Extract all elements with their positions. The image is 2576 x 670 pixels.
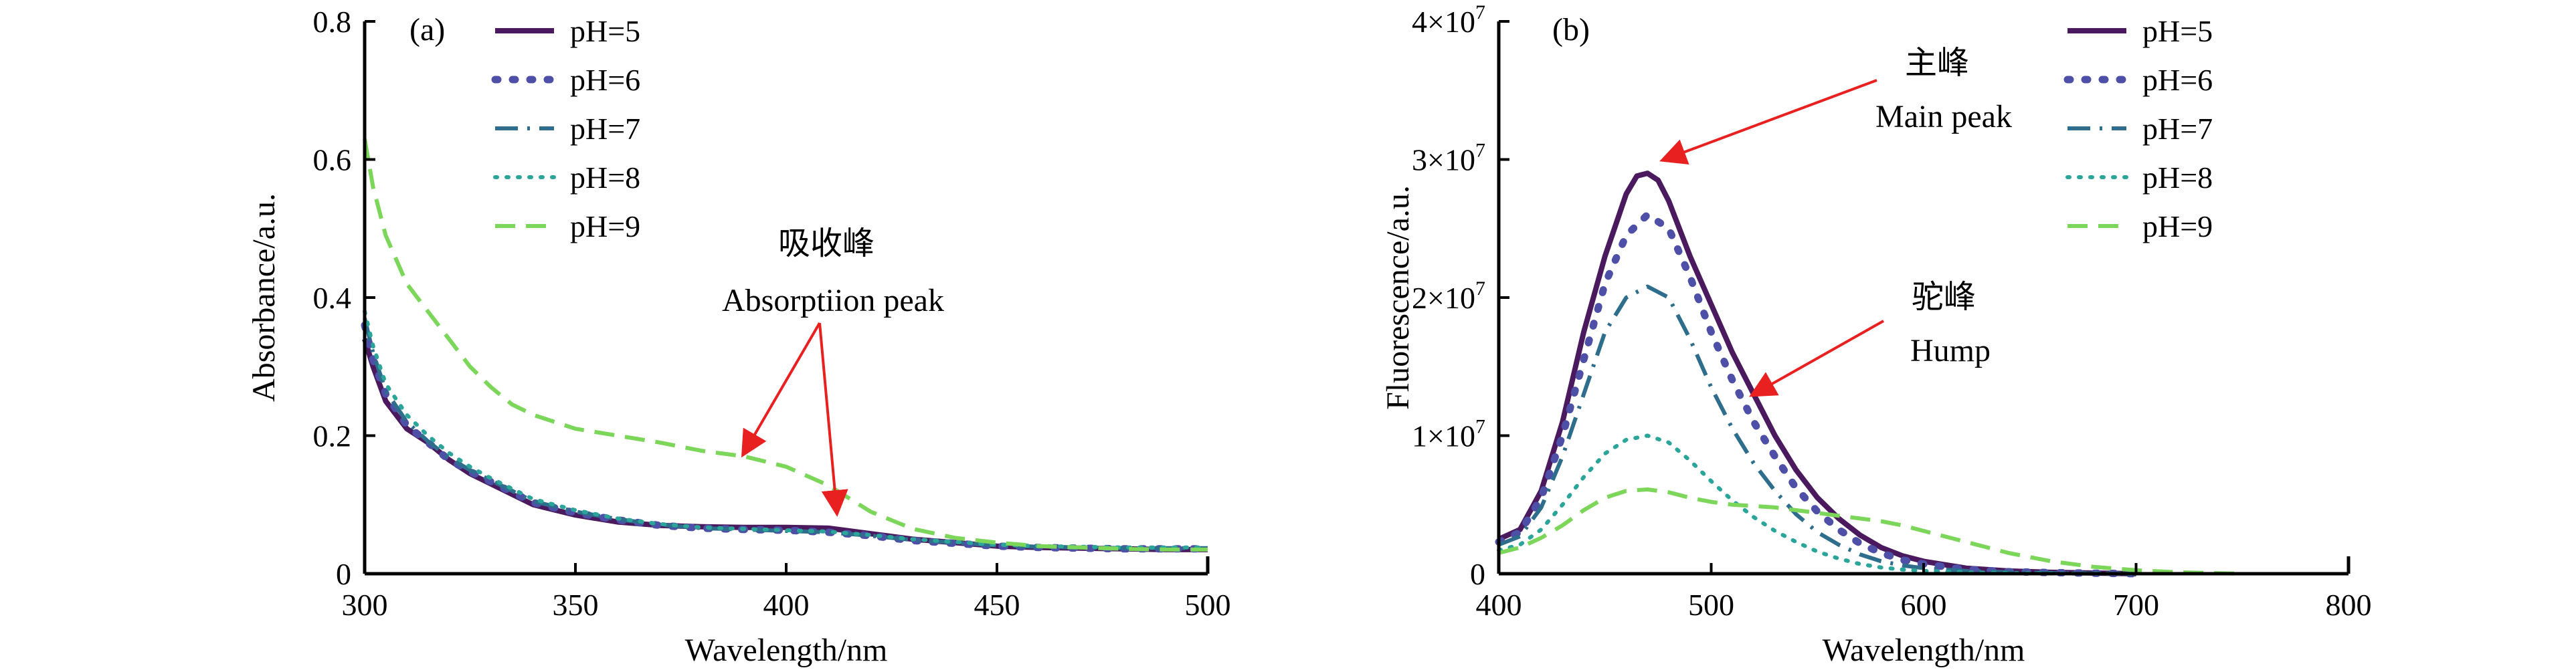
y-tick-label: 2×107 [1412,277,1485,315]
legend-label: pH=5 [570,14,640,48]
panel-b-series-line-pH5 [1497,171,2136,576]
legend-label: pH=9 [2142,209,2213,243]
panel-b-annotations: 主峰 Main peak 驼峰 Hump [1659,45,2012,397]
panel-a-series-line-pH8 [363,309,1210,550]
x-tick-label: 700 [2113,588,2159,622]
annotation-label-en: Absorptiion peak [722,283,944,318]
legend-label: pH=6 [2142,63,2213,97]
annotation-label-en: Main peak [1875,99,2012,134]
y-tick-label: 4×107 [1412,1,1485,39]
annotation-arrow [741,322,821,458]
y-tick-label: 0.8 [313,5,352,39]
x-tick-label: 500 [1185,588,1231,622]
panel-a-series-line-pH7 [363,318,1208,550]
panel-a-series-line-pH5 [362,338,1208,552]
y-tick-label: 0 [1470,557,1485,591]
legend-label: pH=6 [570,63,640,97]
y-tick-label: 0 [336,557,351,591]
y-tick-label: 0.4 [313,281,352,315]
panel-b: 400 500 600 700 800 0 1×107 2×107 3×107 4×107 (b)… [1380,1,2372,668]
x-tick-label: 400 [1476,588,1522,622]
y-tick-label: 3×107 [1412,140,1485,177]
annotation-arrow [818,322,848,518]
x-tick-label: 400 [763,588,810,622]
legend-label: pH=9 [570,209,640,243]
annotation-arrow [1749,320,1884,397]
legend-label: pH=5 [2142,14,2213,48]
panel-b-series-line-pH6 [1495,211,2140,578]
x-tick-label: 350 [553,588,599,622]
legend-label: pH=8 [570,160,640,195]
x-tick-label: 300 [342,588,388,622]
x-tick-label: 500 [1688,588,1734,622]
legend-label: pH=7 [570,112,640,146]
panel-a-ticks: 300 350 400 450 500 0 0.2 0.4 0.6 0.8 [313,5,1231,622]
panel-b-y-axis-title: Fluorescence/a.u. [1380,185,1416,410]
panel-a-series-line-pH6 [361,321,1212,553]
x-tick-label: 450 [974,588,1020,622]
y-tick-label: 0.6 [313,143,352,177]
panel-b-series-lines [1495,171,2243,578]
panel-b-label: (b) [1552,12,1590,47]
panel-a-legend: pH=5 pH=6 pH=7 pH=8 pH=9 [491,14,640,243]
panel-b-series-line-pH7 [1497,284,2136,576]
panel-b-x-axis-title: Wavelength/nm [1823,633,2025,668]
x-tick-label: 600 [1901,588,1947,622]
annotation-label-cn: 吸收峰 [778,226,875,261]
panel-a-x-axis-title: Wavelength/nm [685,633,888,668]
panel-a-series-line-pH9 [363,138,1208,552]
panel-a: 300 350 400 450 500 0 0.2 0.4 0.6 0.8 (a) Wavelen… [246,5,1231,668]
annotation-label-en: Hump [1910,333,1991,368]
x-tick-label: 800 [2326,588,2372,622]
panel-a-y-axis-title: Absorbance/a.u. [246,193,282,402]
annotation-label-cn: 主峰 [1905,45,1969,81]
panel-b-series-line-pH9 [1498,487,2243,576]
legend-label: pH=7 [2142,112,2213,146]
panel-a-label: (a) [409,12,445,47]
panel-a-series-lines [361,138,1212,553]
panel-a-annotations: 吸收峰 Absorptiion peak [722,226,944,518]
y-tick-label: 1×107 [1412,416,1485,453]
y-tick-label: 0.2 [313,419,352,453]
panel-b-ticks: 400 500 600 700 800 0 1×107 2×107 3×107 4×107 [1412,1,2371,622]
annotation-arrow [1659,79,1877,165]
legend-label: pH=8 [2142,160,2213,195]
panel-b-legend: pH=5 pH=6 pH=7 pH=8 pH=9 [2063,14,2213,243]
annotation-label-cn: 驼峰 [1912,280,1976,315]
